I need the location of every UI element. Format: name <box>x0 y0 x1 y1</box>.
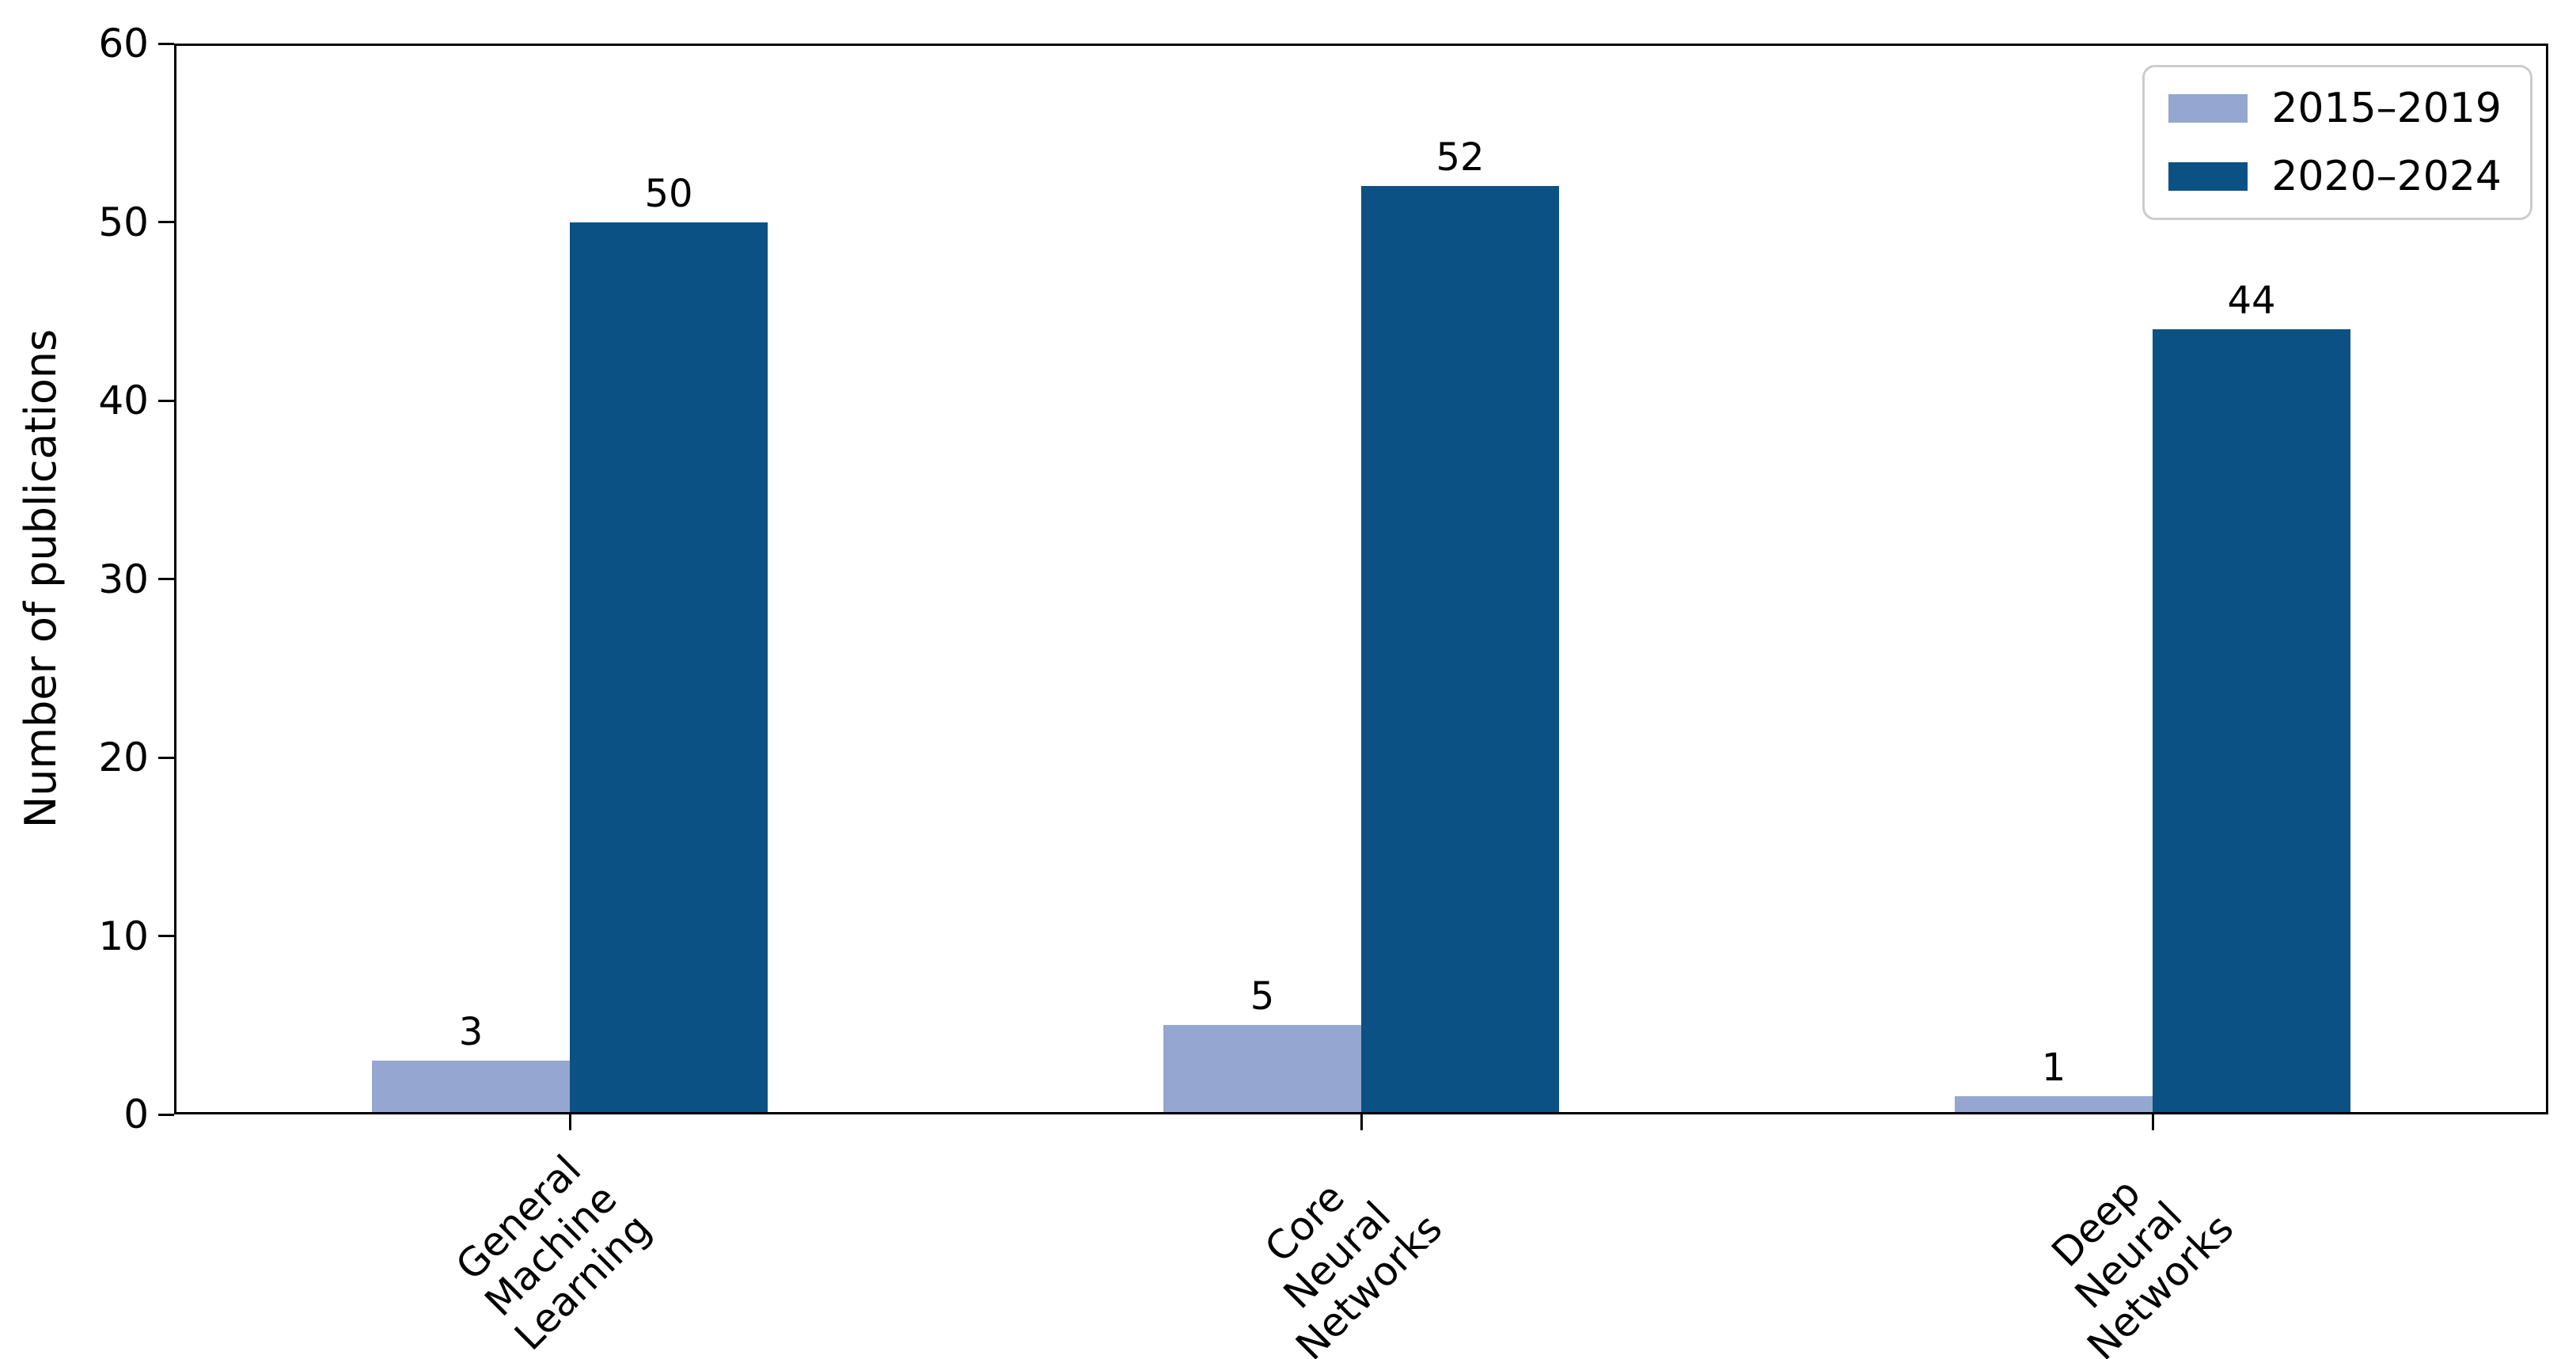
bar-2020–2024-2 <box>1361 186 1559 1114</box>
bar-value-label: 52 <box>1436 135 1485 180</box>
bar-value-label: 1 <box>2041 1046 2066 1091</box>
bar-value-label: 3 <box>458 1010 484 1055</box>
legend-entry-2020-2024: 2020–2024 <box>2168 156 2502 197</box>
x-category-label: General Machine Learning <box>446 1146 660 1359</box>
bar-2015–2019-1 <box>372 1061 570 1114</box>
y-tick-mark <box>158 42 174 45</box>
y-tick-label: 20 <box>98 735 149 780</box>
x-tick-mark <box>568 1114 571 1130</box>
y-tick-label: 10 <box>98 913 149 959</box>
y-tick-mark <box>158 578 174 580</box>
y-tick-label: 30 <box>98 556 149 602</box>
y-axis-title: Number of publications <box>16 328 66 829</box>
legend-entry-2015-2019: 2015–2019 <box>2168 88 2502 129</box>
y-tick-mark <box>158 935 174 937</box>
y-tick-mark <box>158 399 174 402</box>
bar-2020–2024-1 <box>570 222 768 1114</box>
bar-value-label: 50 <box>644 171 693 216</box>
y-tick-label: 0 <box>123 1091 149 1137</box>
y-tick-mark <box>158 1113 174 1116</box>
y-tick-label: 60 <box>98 21 149 66</box>
legend-swatch-2020-2024 <box>2168 162 2248 191</box>
bar-2015–2019-3 <box>1955 1096 2153 1114</box>
y-tick-label: 40 <box>98 378 149 423</box>
bar-value-label: 44 <box>2227 278 2276 323</box>
bar-2015–2019-2 <box>1163 1025 1361 1114</box>
y-tick-label: 50 <box>98 199 149 245</box>
legend-label-2015-2019: 2015–2019 <box>2271 85 2502 132</box>
bar-value-label: 5 <box>1250 974 1275 1019</box>
y-tick-mark <box>158 221 174 223</box>
x-category-label: Deep Neural Networks <box>2043 1169 2243 1359</box>
x-tick-mark <box>1360 1114 1363 1130</box>
bar-2020–2024-3 <box>2153 328 2350 1114</box>
legend-label-2020-2024: 2020–2024 <box>2271 153 2502 200</box>
x-category-label: Core Neural Networks <box>1256 1174 1451 1359</box>
y-tick-mark <box>158 756 174 759</box>
legend: 2015–2019 2020–2024 <box>2142 65 2532 220</box>
legend-swatch-2015-2019 <box>2168 94 2248 123</box>
x-tick-mark <box>2151 1114 2154 1130</box>
